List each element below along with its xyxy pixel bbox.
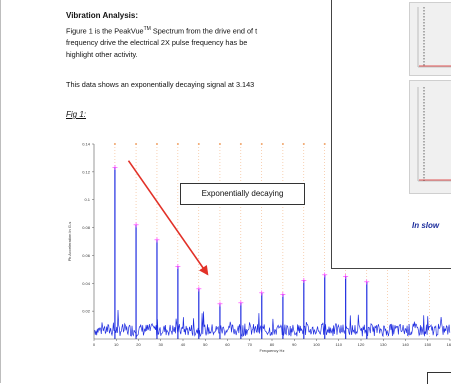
x-tick-label-12: 120 xyxy=(358,342,365,347)
harmonic-top-mark-3 xyxy=(176,143,179,145)
peak-marker-9: + xyxy=(300,276,307,285)
paragraph-decay-note: This data shows an exponentially decayin… xyxy=(66,80,255,89)
harmonic-top-mark-8 xyxy=(281,143,284,145)
y-tick-label-4: 0.06 xyxy=(82,253,91,258)
y-tick-label-6: 0.02 xyxy=(82,309,91,314)
figure-label: Fig 1: xyxy=(66,110,87,119)
y-tick-label-1: 0.12 xyxy=(82,169,91,174)
mini-chart-bottom xyxy=(409,80,451,194)
section-heading: Vibration Analysis: xyxy=(66,11,139,20)
harmonic-top-mark-0 xyxy=(113,143,116,145)
x-tick-label-0: 0 xyxy=(93,342,96,347)
x-tick-label-9: 90 xyxy=(292,342,297,347)
annotation-box: Exponentially decaying xyxy=(180,183,305,205)
peak-marker-5: + xyxy=(217,300,224,309)
y-tick-label-2: 0.1 xyxy=(84,197,90,202)
x-axis-label: Frequency Hz xyxy=(260,348,285,353)
mini-chart-top xyxy=(409,2,451,76)
x-tick-label-10: 100 xyxy=(313,342,320,347)
peak-marker-4: + xyxy=(195,284,202,293)
mini-chart-bottom-plot xyxy=(417,87,451,182)
spectrum-trace xyxy=(94,309,451,338)
x-tick-label-16: 160 xyxy=(447,342,451,347)
x-tick-label-13: 130 xyxy=(380,342,387,347)
x-tick-label-1: 10 xyxy=(114,342,119,347)
harmonic-top-mark-2 xyxy=(155,143,158,145)
y-tick-label-5: 0.04 xyxy=(82,281,91,286)
paragraph-figure-description: Figure 1 is the PeakVueTM Spectrum from … xyxy=(66,23,366,61)
x-tick-label-8: 80 xyxy=(270,342,275,347)
peak-marker-10: + xyxy=(321,270,328,279)
harmonic-top-mark-4 xyxy=(197,143,200,145)
y-tick-label-0: 0.14 xyxy=(82,142,91,147)
peak-marker-12: + xyxy=(363,277,370,286)
peak-marker-3: + xyxy=(175,262,182,271)
axis-layer: 0.14 0.12 0.1 0.08 0.06 0.04 0.02 0 10 20 30 40 50 60… xyxy=(67,142,451,354)
peak-marker-7: + xyxy=(258,289,265,298)
peak-layer: + + + + + + + + + + + + + xyxy=(112,163,370,339)
harmonic-top-mark-7 xyxy=(260,143,263,145)
x-tick-label-6: 60 xyxy=(225,342,230,347)
corner-box xyxy=(427,372,451,384)
peak-marker-1: + xyxy=(133,220,140,229)
x-tick-label-11: 110 xyxy=(336,342,343,347)
x-tick-label-7: 70 xyxy=(248,342,253,347)
trademark-superscript: TM xyxy=(143,26,151,32)
para1-line2: frequency drive the electrical 2X pulse … xyxy=(66,38,248,48)
y-tick-label-3: 0.08 xyxy=(82,225,91,230)
decay-arrow xyxy=(127,160,209,276)
para1-rest: Spectrum from the drive end of t xyxy=(150,26,258,36)
overlay-caption: In slow xyxy=(412,221,440,230)
x-tick-label-2: 20 xyxy=(136,342,141,347)
para1-line3: highlight other activity. xyxy=(66,50,138,60)
x-tick-label-15: 150 xyxy=(424,342,431,347)
x-tick-label-5: 50 xyxy=(203,342,208,347)
x-tick-label-14: 140 xyxy=(402,342,409,347)
peak-marker-2: + xyxy=(154,236,161,245)
y-axis-label: Pk Acceleration In G-s xyxy=(67,222,72,262)
harmonic-top-mark-9 xyxy=(302,143,305,145)
harmonic-top-mark-10 xyxy=(323,143,326,145)
harmonic-top-mark-6 xyxy=(239,143,242,145)
peak-marker-0: + xyxy=(112,163,119,172)
peak-marker-11: + xyxy=(342,272,349,281)
harmonic-top-mark-5 xyxy=(218,143,221,145)
peak-marker-8: + xyxy=(280,290,287,299)
peakvue-spectrum-chart: + + + + + + + + + + + + + 0.14 0.12 0.1 0.08 0.06 0.04 0.0… xyxy=(67,142,451,354)
x-tick-label-4: 40 xyxy=(181,342,186,347)
annotation-text: Exponentially decaying xyxy=(201,189,284,198)
harmonic-top-mark-1 xyxy=(135,143,138,145)
x-tick-label-3: 30 xyxy=(159,342,164,347)
peak-marker-6: + xyxy=(237,298,244,307)
document-page: Vibration Analysis: Figure 1 is the Peak… xyxy=(54,0,451,383)
mini-chart-top-plot xyxy=(417,7,451,68)
overlay-window[interactable]: In slow xyxy=(331,0,451,269)
para1-prefix: Figure 1 is the PeakVue xyxy=(66,26,144,36)
